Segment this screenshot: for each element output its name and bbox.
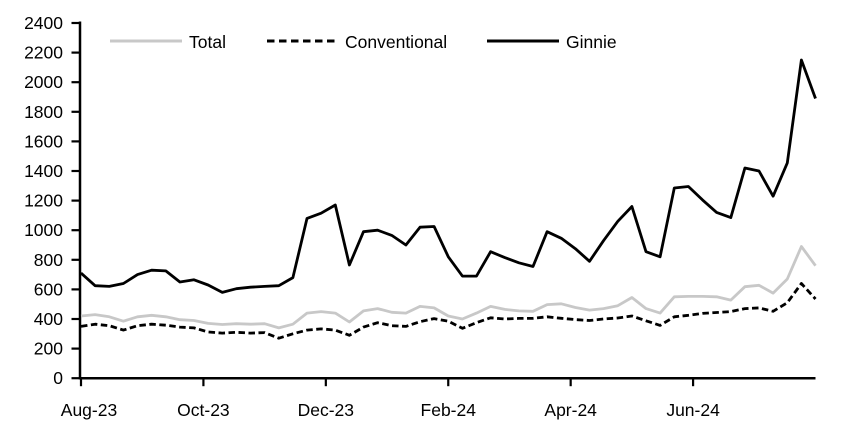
y-tick-label: 2000 [24, 72, 63, 92]
axes: 0 200 400 600 800 1000 1200 1400 1600 1800 2000 220… [24, 13, 816, 420]
y-tick-label: 400 [34, 309, 63, 329]
x-axis-ticks: Aug-23 Oct-23 Dec-23 Feb-24 Apr-24 Jun-24 [61, 378, 720, 420]
y-tick-label: 1600 [24, 131, 63, 151]
y-tick-label: 0 [53, 368, 63, 388]
y-axis-ticks: 0 200 400 600 800 1000 1200 1400 1600 1800 2000 220… [24, 13, 80, 388]
x-tick-label: Dec-23 [298, 400, 354, 420]
y-tick-label: 1200 [24, 191, 63, 211]
x-tick-label: Apr-24 [544, 400, 597, 420]
series-total-line [80, 245, 817, 330]
y-tick-label: 200 [34, 339, 63, 359]
y-tick-label: 1400 [24, 161, 63, 181]
series-ginnie-line [80, 58, 817, 294]
legend-label-total: Total [189, 32, 226, 52]
y-tick-label: 2200 [24, 43, 63, 63]
x-tick-label: Aug-23 [61, 400, 117, 420]
y-tick-label: 2400 [24, 13, 63, 33]
x-tick-label: Jun-24 [666, 400, 720, 420]
series-lines [80, 58, 817, 340]
y-tick-label: 1800 [24, 102, 63, 122]
x-tick-label: Oct-23 [177, 400, 230, 420]
legend-label-conventional: Conventional [345, 32, 447, 52]
y-tick-label: 1000 [24, 220, 63, 240]
legend-label-ginnie: Ginnie [566, 32, 617, 52]
series-conventional-line [80, 282, 817, 340]
y-tick-label: 800 [34, 250, 63, 270]
legend: Total Conventional Ginnie [110, 32, 617, 52]
x-tick-label: Feb-24 [421, 400, 477, 420]
y-tick-label: 600 [34, 279, 63, 299]
